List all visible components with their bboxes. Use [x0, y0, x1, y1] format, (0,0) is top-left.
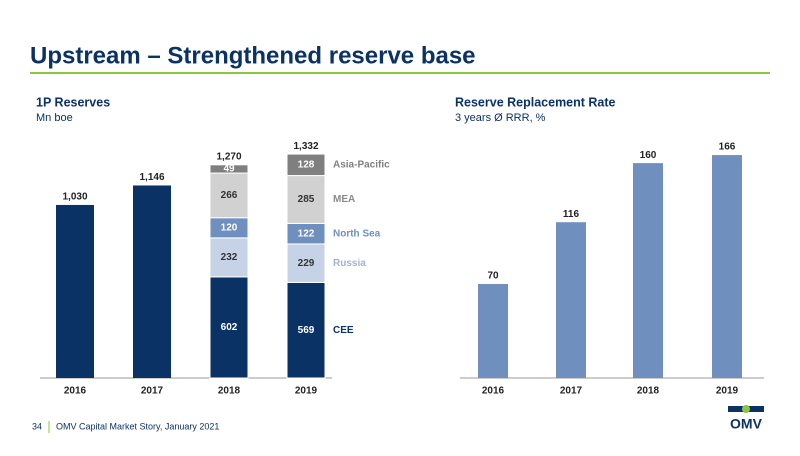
chart-title: 1P Reserves	[36, 95, 110, 109]
value-label: 285	[298, 194, 315, 205]
value-label: 166	[719, 142, 736, 153]
slide-title: Upstream – Strengthened reserve base	[30, 42, 476, 69]
logo: OMV	[728, 405, 764, 432]
total-label: 1,030	[62, 192, 87, 203]
value-label: 232	[221, 252, 238, 263]
value-label: 128	[298, 159, 315, 170]
x-tick-label: 2018	[637, 386, 660, 397]
x-tick-label: 2016	[482, 386, 505, 397]
chart-subtitle: 3 years Ø RRR, %	[455, 112, 546, 124]
legend-label: Russia	[333, 258, 366, 269]
x-tick-label: 2018	[218, 386, 241, 397]
value-label: 602	[221, 322, 238, 333]
bar	[56, 204, 94, 378]
chart-title: Reserve Replacement Rate	[455, 95, 616, 109]
bar-segment	[286, 281, 326, 379]
value-label: 229	[298, 258, 315, 269]
x-tick-label: 2016	[64, 386, 87, 397]
x-tick-label: 2017	[141, 386, 164, 397]
bar-segment	[209, 164, 249, 174]
legend-label: Asia-Pacific	[333, 159, 390, 170]
legend-label: MEA	[333, 194, 355, 205]
bar-segment	[209, 276, 249, 379]
legend-label: North Sea	[333, 228, 381, 239]
total-label: 1,332	[293, 141, 318, 152]
x-tick-label: 2019	[295, 386, 318, 397]
bar	[478, 283, 508, 378]
x-tick-label: 2019	[716, 386, 739, 397]
value-label: 266	[221, 190, 238, 201]
bar-segment	[286, 153, 326, 177]
value-label: 70	[487, 271, 499, 282]
value-label: 569	[298, 325, 315, 336]
logo-dot	[742, 405, 750, 413]
bar	[133, 185, 171, 378]
value-label: 116	[563, 209, 580, 220]
value-label: 122	[298, 228, 315, 239]
total-label: 1,270	[216, 151, 241, 162]
bar	[712, 155, 742, 378]
logo-text: OMV	[730, 416, 763, 432]
x-tick-label: 2017	[560, 386, 583, 397]
footer-text: OMV Capital Market Story, January 2021	[56, 421, 219, 431]
legend-label: CEE	[333, 325, 354, 336]
value-label: 49	[223, 164, 235, 175]
bar-segment	[209, 172, 249, 219]
page-number: 34	[32, 421, 42, 431]
bar	[556, 222, 586, 378]
bar-segment	[286, 175, 326, 224]
value-label: 160	[640, 150, 657, 161]
value-label: 120	[221, 222, 238, 233]
chart-subtitle: Mn boe	[36, 112, 73, 124]
bar	[633, 163, 663, 378]
total-label: 1,146	[139, 172, 164, 183]
